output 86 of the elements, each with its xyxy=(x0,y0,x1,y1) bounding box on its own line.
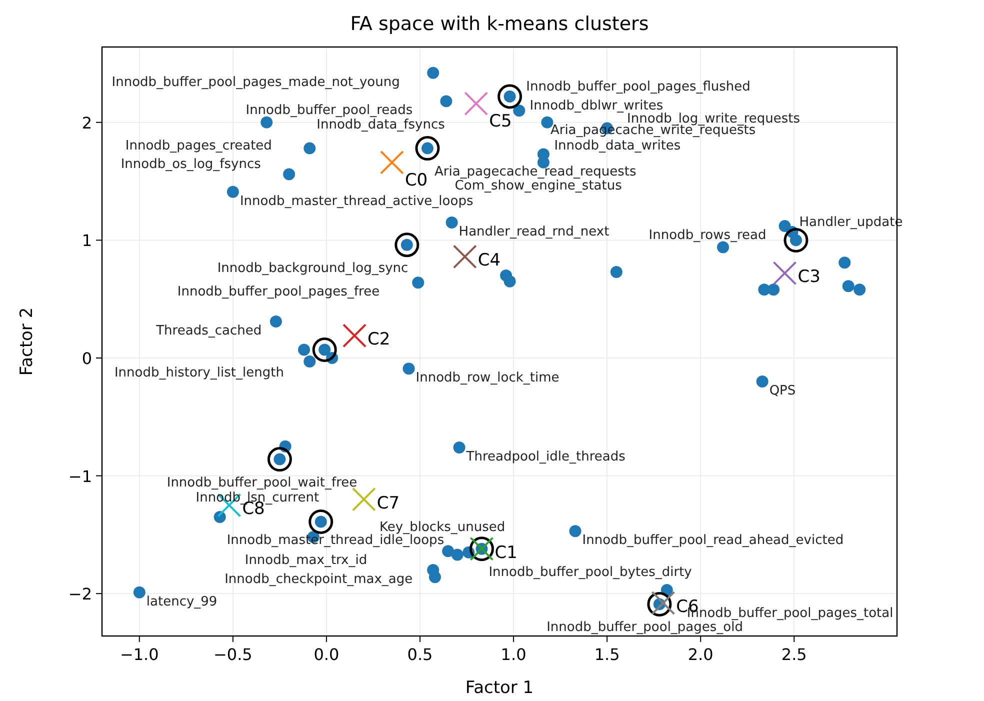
point xyxy=(440,95,452,108)
point xyxy=(453,442,466,454)
point xyxy=(768,284,780,296)
annotation: Innodb_pages_created xyxy=(125,138,272,154)
point xyxy=(402,362,415,375)
annotation: Innodb_buffer_pool_wait_free xyxy=(166,475,358,490)
point xyxy=(298,344,310,356)
point xyxy=(513,104,526,117)
series-label: C7 xyxy=(376,493,400,514)
annotation: Innodb_buffer_pool_pages_made_not_young xyxy=(112,74,400,90)
annotation: Innodb_dblwr_writes xyxy=(530,98,664,114)
y-tick-label: 0 xyxy=(82,348,92,368)
point xyxy=(464,92,488,116)
annotation: Innodb_master_thread_idle_loops xyxy=(226,533,444,548)
annotation: Innodb_buffer_pool_read_ahead_evicted xyxy=(582,533,844,548)
point xyxy=(412,276,424,289)
x-tick-label: 0.0 xyxy=(314,645,340,664)
annotation: Innodb_data_writes xyxy=(554,138,681,154)
y-axis-title: Factor 2 xyxy=(17,307,37,376)
point xyxy=(304,356,316,368)
annotation: Threads_cached xyxy=(155,323,262,338)
annotation: latency_99 xyxy=(146,594,218,610)
y-tick-label: 2 xyxy=(82,113,92,132)
point xyxy=(569,525,582,538)
point xyxy=(133,586,146,598)
point xyxy=(380,150,404,174)
annotation: QPS xyxy=(769,384,796,399)
x-tick-label: −1.0 xyxy=(120,645,159,664)
chart-title: FA space with k-means clusters xyxy=(350,13,649,35)
point xyxy=(838,256,851,269)
y-tick-label: −1 xyxy=(68,466,92,486)
series-label: C5 xyxy=(489,112,512,132)
series-label: C0 xyxy=(404,170,428,190)
annotation: Innodb_buffer_pool_pages_old xyxy=(546,620,743,636)
x-axis-title: Factor 1 xyxy=(465,678,534,698)
point xyxy=(772,261,797,286)
series-label: C1 xyxy=(494,542,518,563)
annotation: Innodb_master_thread_active_loops xyxy=(240,194,474,209)
point xyxy=(226,186,239,198)
annotation: Innodb_buffer_pool_pages_free xyxy=(177,284,380,300)
annotation: Innodb_buffer_pool_bytes_dirty xyxy=(488,564,692,580)
series-label: C3 xyxy=(798,267,820,288)
y-tick-label: 1 xyxy=(82,231,92,250)
point xyxy=(504,275,516,288)
x-tick-label: 1.5 xyxy=(594,645,620,664)
annotation: Innodb_row_lock_time xyxy=(416,370,560,386)
annotation: Innodb_history_list_length xyxy=(114,366,284,381)
point xyxy=(451,548,464,561)
annotation: Threadpool_idle_threads xyxy=(465,450,626,465)
series-label: C2 xyxy=(368,330,390,350)
point xyxy=(270,315,282,328)
annotation: Innodb_checkpoint_max_age xyxy=(224,572,413,588)
annotation: Innodb_log_write_requests xyxy=(627,111,800,126)
point xyxy=(854,284,866,296)
point xyxy=(342,324,367,348)
annotation: Innodb_buffer_pool_pages_flushed xyxy=(526,80,750,95)
annotation: Key_blocks_unused xyxy=(380,520,506,536)
annotation: Innodb_buffer_pool_reads xyxy=(246,103,413,118)
point xyxy=(428,571,441,584)
y-tick-label: −2 xyxy=(68,584,92,604)
point xyxy=(842,280,854,292)
series-label: C4 xyxy=(478,250,501,271)
annotation: Innodb_rows_read xyxy=(648,228,766,244)
point xyxy=(756,376,768,388)
x-tick-label: 2.5 xyxy=(781,645,807,664)
point xyxy=(260,116,273,128)
point xyxy=(717,241,730,254)
point xyxy=(427,66,440,79)
x-tick-label: 2.0 xyxy=(688,645,714,664)
x-tick-label: 0.5 xyxy=(407,645,433,664)
point xyxy=(610,266,622,278)
point xyxy=(304,142,316,154)
annotation: Innodb_max_trx_id xyxy=(244,553,368,568)
point xyxy=(283,168,296,180)
annotation: Innodb_data_fsyncs xyxy=(316,117,446,132)
annotation: Innodb_background_log_sync xyxy=(217,260,408,276)
point xyxy=(452,244,477,269)
point xyxy=(651,591,676,616)
annotation: Com_show_engine_status xyxy=(454,178,622,194)
x-tick-label: −0.5 xyxy=(214,645,252,664)
point xyxy=(442,545,454,558)
x-tick-label: 1.0 xyxy=(500,645,526,664)
annotation: Aria_pagecache_read_requests xyxy=(434,164,636,180)
annotation: Innodb_os_log_fsyncs xyxy=(120,157,262,172)
annotation: Handler_read_rnd_next xyxy=(458,224,610,240)
point xyxy=(446,216,458,229)
